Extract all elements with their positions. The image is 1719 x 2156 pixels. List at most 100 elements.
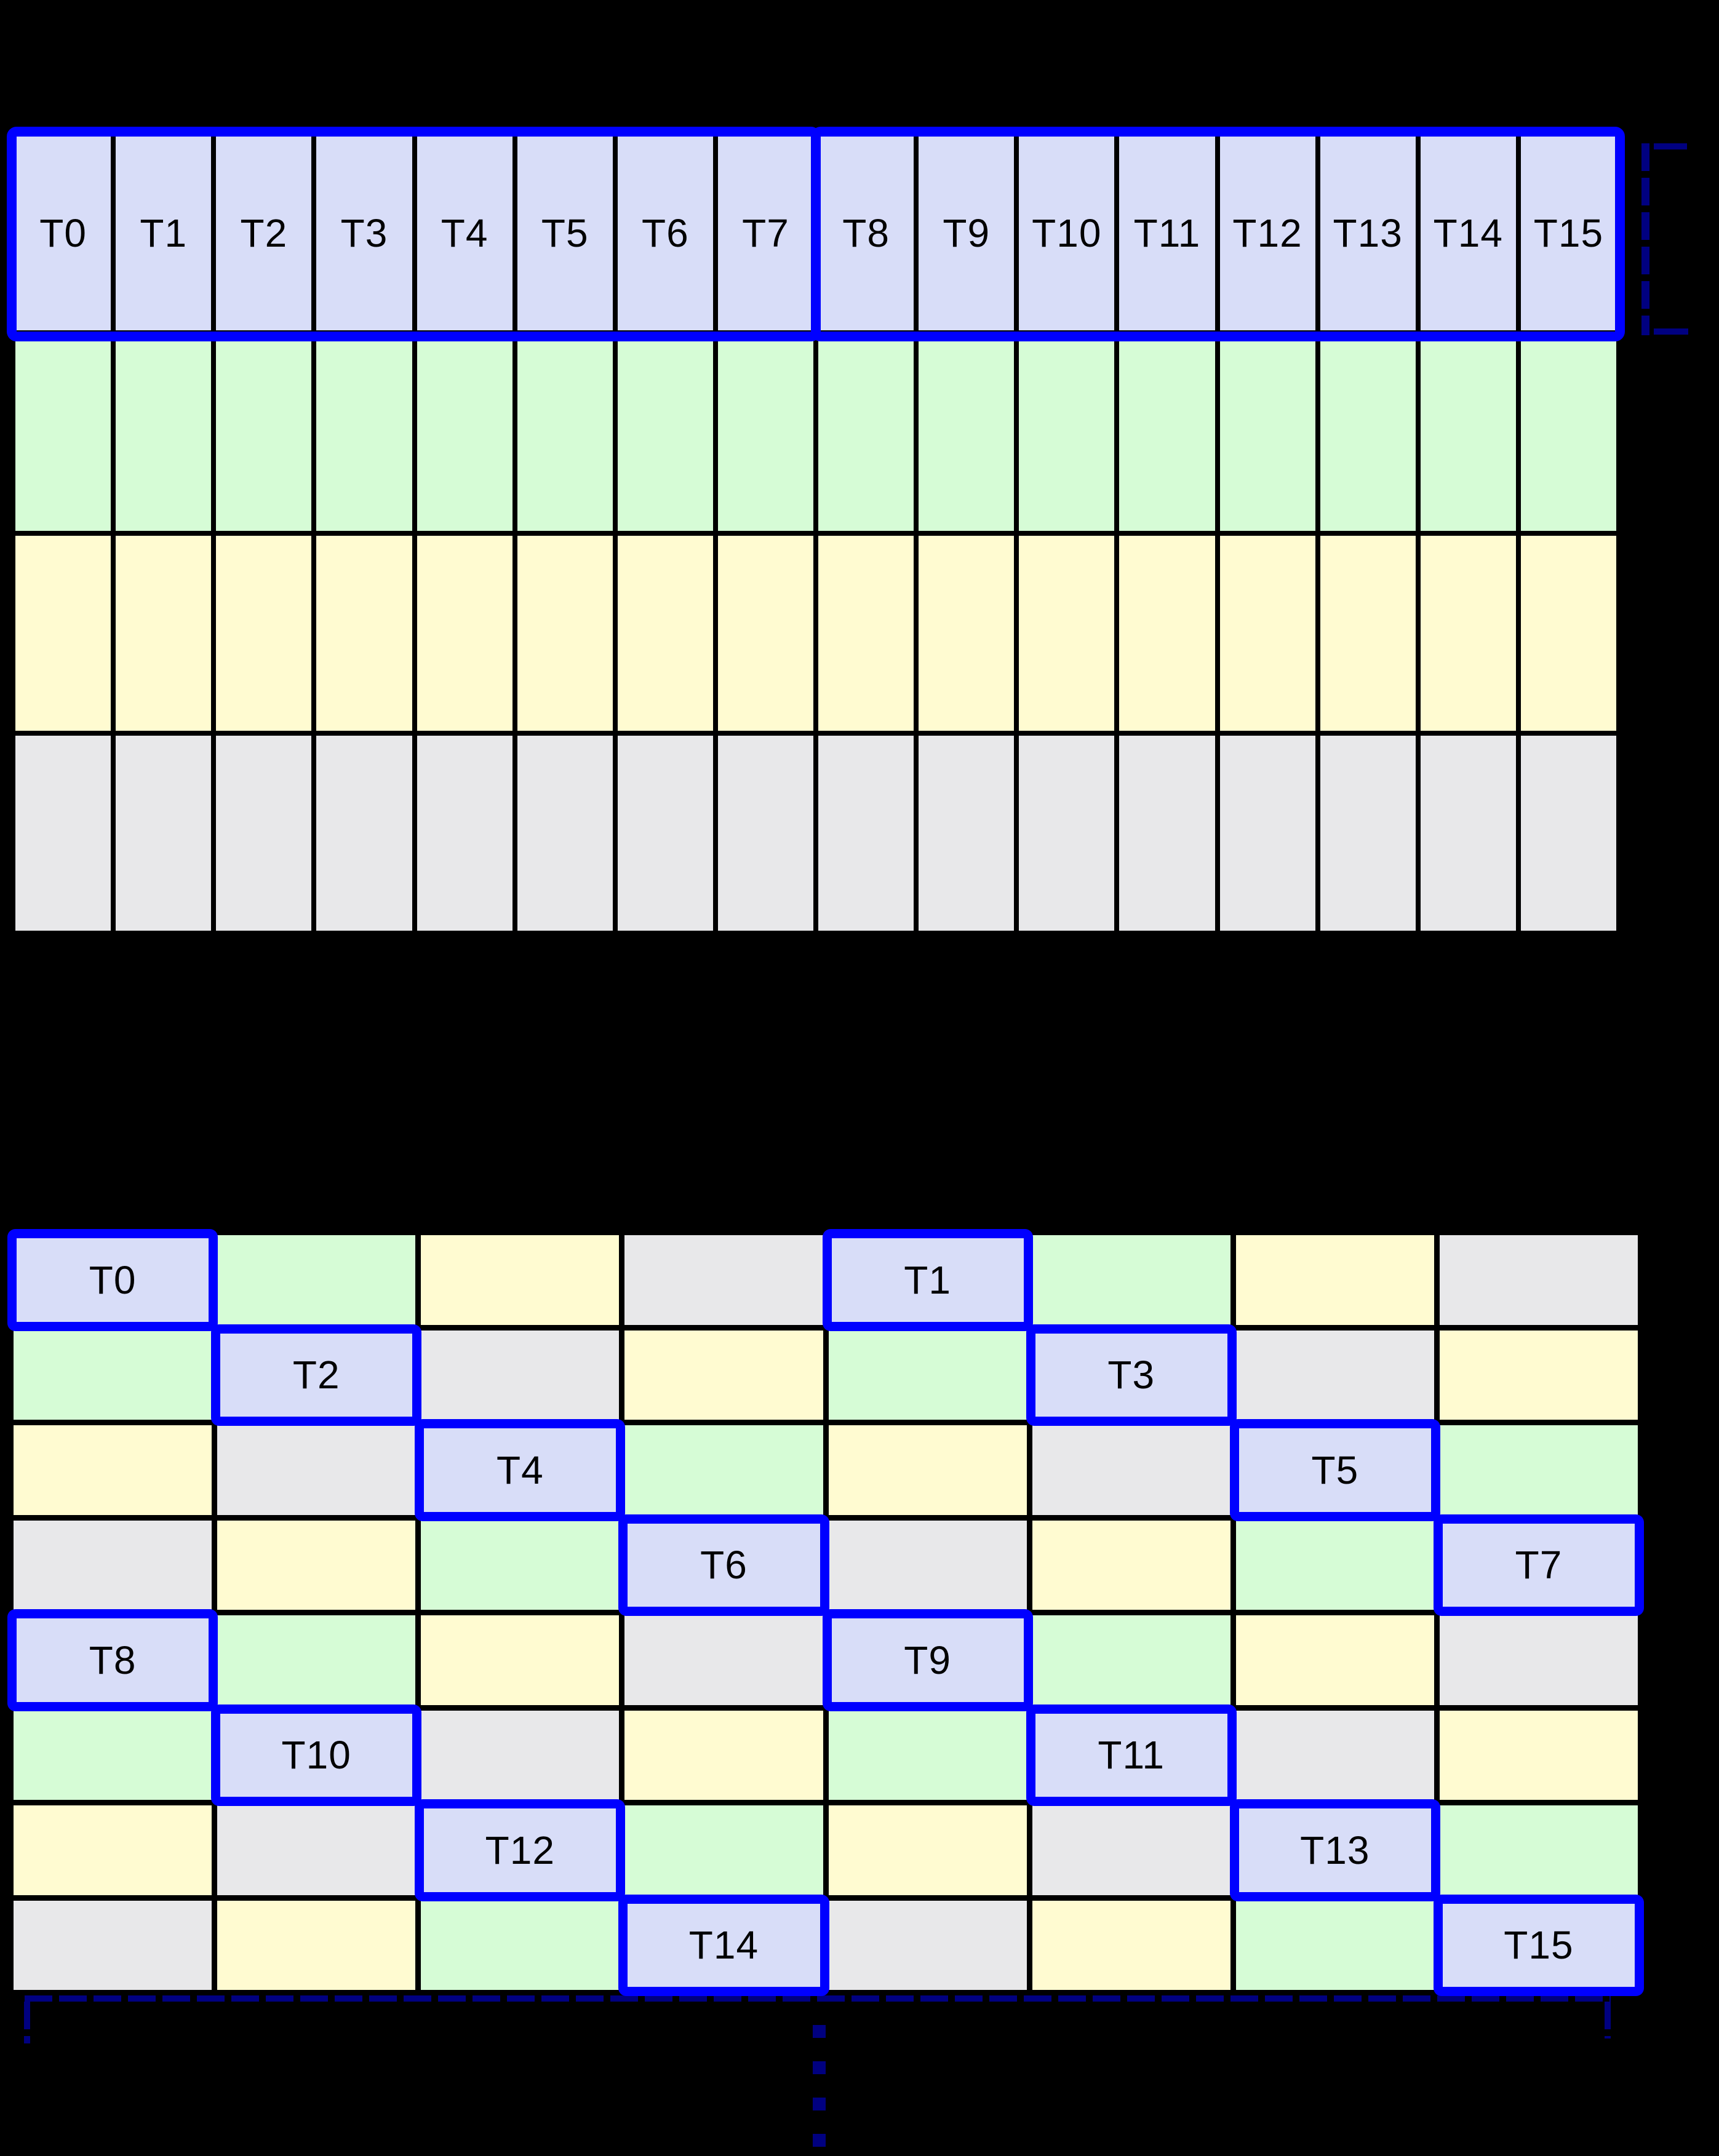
bottom-grid-cell-r4-c7	[1439, 1615, 1638, 1705]
thread-label: T9	[904, 1637, 951, 1682]
thread-label: T5	[541, 210, 589, 255]
thread-label: T12	[485, 1828, 555, 1872]
bottom-grid-cell-r4-c4: T9	[828, 1615, 1027, 1705]
top-grid-cell-r2-c13	[1320, 535, 1416, 731]
thread-label: T14	[1433, 210, 1503, 255]
top-grid-cell-r2-c12	[1219, 535, 1315, 731]
bottom-grid-cell-r2-c6: T5	[1235, 1425, 1434, 1515]
top-grid-cell-r1-c13	[1320, 335, 1416, 531]
bottom-grid-cell-r1-c0	[14, 1330, 212, 1420]
top-grid-cell-r0-c0: T0	[15, 135, 111, 331]
top-grid-cell-r3-c15	[1520, 735, 1616, 931]
top-grid-cell-r0-c14: T14	[1420, 135, 1516, 331]
thread-label: T7	[1515, 1543, 1563, 1588]
row-span-bracket-tick-top	[1654, 143, 1687, 149]
top-grid-cell-r1-c14	[1420, 335, 1516, 531]
bottom-grid-cell-r0-c3	[624, 1235, 823, 1325]
bottom-grid-cell-r1-c1: T2	[217, 1330, 416, 1420]
bottom-grid-cell-r1-c5: T3	[1032, 1330, 1230, 1420]
thread-label: T2	[292, 1353, 340, 1398]
top-grid-cell-r0-c3: T3	[316, 135, 412, 331]
bottom-grid-cell-r2-c2: T4	[421, 1425, 620, 1515]
thread-label: T7	[742, 210, 789, 255]
top-grid-cell-r3-c7	[717, 735, 813, 931]
bottom-grid-cell-r0-c4: T1	[828, 1235, 1027, 1325]
top-grid-cell-r1-c9	[919, 335, 1015, 531]
top-grid-cell-r1-c0	[15, 335, 111, 531]
bottom-grid-cell-r2-c1	[217, 1425, 416, 1515]
thread-label: T1	[140, 210, 188, 255]
bottom-grid-cell-r7-c3: T14	[624, 1900, 823, 1990]
top-grid-cell-r0-c11: T11	[1119, 135, 1215, 331]
bottom-grid-cell-r4-c3	[624, 1615, 823, 1705]
top-grid-cell-r1-c5	[517, 335, 613, 531]
top-grid-cell-r0-c13: T13	[1320, 135, 1416, 331]
top-grid-cell-r3-c10	[1019, 735, 1115, 931]
bottom-grid-cell-r4-c2	[421, 1615, 620, 1705]
top-grid-cell-r1-c4	[417, 335, 513, 531]
thread-label: T13	[1333, 210, 1403, 255]
top-grid-cell-r3-c3	[316, 735, 412, 931]
top-grid-cell-r2-c5	[517, 535, 613, 731]
top-grid-cell-r2-c9	[919, 535, 1015, 731]
thread-label: T2	[240, 210, 288, 255]
bottom-grid-cell-r1-c7	[1439, 1330, 1638, 1420]
thread-label: T8	[89, 1637, 137, 1682]
thread-label: T15	[1504, 1923, 1574, 1968]
top-grid-cell-r3-c0	[15, 735, 111, 931]
bottom-grid-cell-r5-c2	[421, 1710, 620, 1800]
top-grid-cell-r1-c12	[1219, 335, 1315, 531]
bottom-grid-cell-r7-c1	[217, 1900, 416, 1990]
top-grid-cell-r3-c13	[1320, 735, 1416, 931]
top-grid-cell-r2-c11	[1119, 535, 1215, 731]
continuation-dot-0	[813, 2025, 826, 2038]
top-grid-cell-r2-c4	[417, 535, 513, 731]
bottom-grid-cell-r1-c2	[421, 1330, 620, 1420]
bottom-grid-cell-r7-c0	[14, 1900, 212, 1990]
bottom-grid-cell-r1-c6	[1235, 1330, 1434, 1420]
grid-span-bracket-tick-right	[1605, 2002, 1611, 2039]
thread-label: T6	[641, 210, 689, 255]
top-grid-cell-r1-c11	[1119, 335, 1215, 531]
top-grid-cell-r1-c1	[116, 335, 212, 531]
top-grid-cell-r0-c2: T2	[216, 135, 312, 331]
bottom-grid-cell-r6-c1	[217, 1805, 416, 1895]
top-grid-cell-r2-c3	[316, 535, 412, 731]
bottom-grid-cell-r0-c0: T0	[14, 1235, 212, 1325]
top-grid-cell-r2-c6	[617, 535, 713, 731]
top-grid-cell-r3-c1	[116, 735, 212, 931]
top-grid-cell-r2-c15	[1520, 535, 1616, 731]
bottom-grid-cell-r2-c0	[14, 1425, 212, 1515]
top-grid-cell-r2-c7	[717, 535, 813, 731]
top-grid-cell-r3-c5	[517, 735, 613, 931]
top-grid-cell-r3-c8	[818, 735, 914, 931]
top-grid-cell-r0-c5: T5	[517, 135, 613, 331]
bottom-grid-cell-r5-c3	[624, 1710, 823, 1800]
bottom-grid-cell-r0-c1	[217, 1235, 416, 1325]
thread-label: T12	[1232, 210, 1302, 255]
continuation-dot-1	[813, 2061, 826, 2074]
bottom-grid-cell-r7-c2	[421, 1900, 620, 1990]
top-grid-cell-r3-c9	[919, 735, 1015, 931]
top-grid-cell-r0-c9: T9	[919, 135, 1015, 331]
top-grid-cell-r0-c1: T1	[116, 135, 212, 331]
thread-label: T11	[1098, 1733, 1165, 1778]
bottom-grid-cell-r6-c2: T12	[421, 1805, 620, 1895]
grid-span-bracket-line	[25, 1995, 1611, 2002]
bottom-grid-cell-r6-c3	[624, 1805, 823, 1895]
bottom-grid-cell-r3-c7: T7	[1439, 1520, 1638, 1610]
thread-label: T0	[89, 1257, 137, 1302]
thread-label: T6	[700, 1543, 748, 1588]
thread-label: T8	[842, 210, 890, 255]
top-grid-cell-r0-c8: T8	[818, 135, 914, 331]
top-grid-cell-r1-c3	[316, 335, 412, 531]
bottom-grid-cell-r2-c5	[1032, 1425, 1230, 1515]
bottom-grid-cell-r6-c6: T13	[1235, 1805, 1434, 1895]
bottom-grid-cell-r6-c7	[1439, 1805, 1638, 1895]
top-grid-cell-r0-c12: T12	[1219, 135, 1315, 331]
bottom-grid-cell-r0-c7	[1439, 1235, 1638, 1325]
bottom-grid-cell-r6-c4	[828, 1805, 1027, 1895]
bottom-grid-cell-r6-c5	[1032, 1805, 1230, 1895]
thread-label: T5	[1311, 1447, 1359, 1492]
